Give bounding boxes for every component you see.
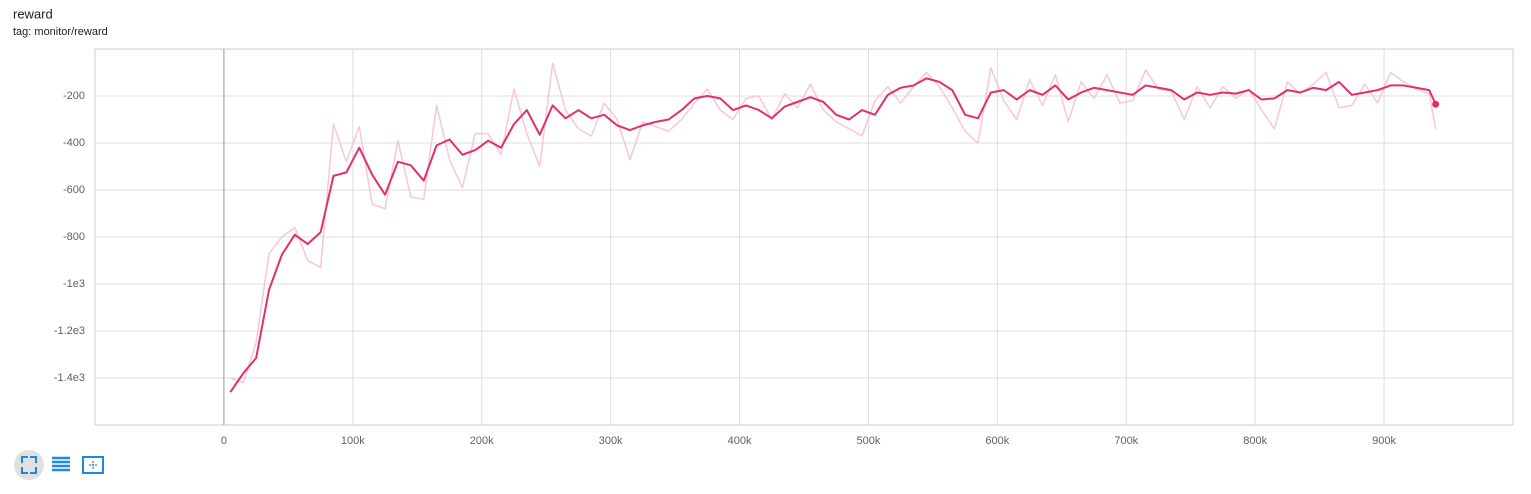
button-bg: [14, 450, 44, 480]
x-tick-label: 300k: [599, 435, 623, 447]
end-point: [1432, 100, 1440, 108]
series-line: [230, 62, 1437, 384]
y-tick-label: -600: [63, 184, 85, 196]
fit-icon: [89, 461, 97, 469]
toolbar: [14, 450, 104, 480]
y-tick-label: -1.2e3: [54, 325, 85, 337]
x-tick-label: 600k: [985, 435, 1009, 447]
x-tick-label: 400k: [728, 435, 752, 447]
series-line: [229, 77, 1437, 393]
y-tick-label: -1e3: [63, 278, 85, 290]
x-tick-label: 200k: [470, 435, 494, 447]
fit-domain-button[interactable]: [82, 456, 104, 474]
x-tick-label: 800k: [1243, 435, 1267, 447]
fullscreen-button[interactable]: [21, 456, 37, 474]
x-tick-label: 700k: [1114, 435, 1138, 447]
x-tick-label: 900k: [1372, 435, 1396, 447]
y-tick-label: -200: [63, 90, 85, 102]
y-tick-label: -800: [63, 231, 85, 243]
log-scale-button[interactable]: [52, 456, 70, 472]
y-tick-label: -1.4e3: [54, 372, 85, 384]
x-tick-label: 500k: [857, 435, 881, 447]
x-tick-label: 0: [221, 435, 227, 447]
chart-subtitle: tag: monitor/reward: [13, 26, 108, 38]
x-tick-label: 100k: [341, 435, 365, 447]
chart-title: reward: [13, 6, 53, 21]
y-tick-label: -400: [63, 137, 85, 149]
